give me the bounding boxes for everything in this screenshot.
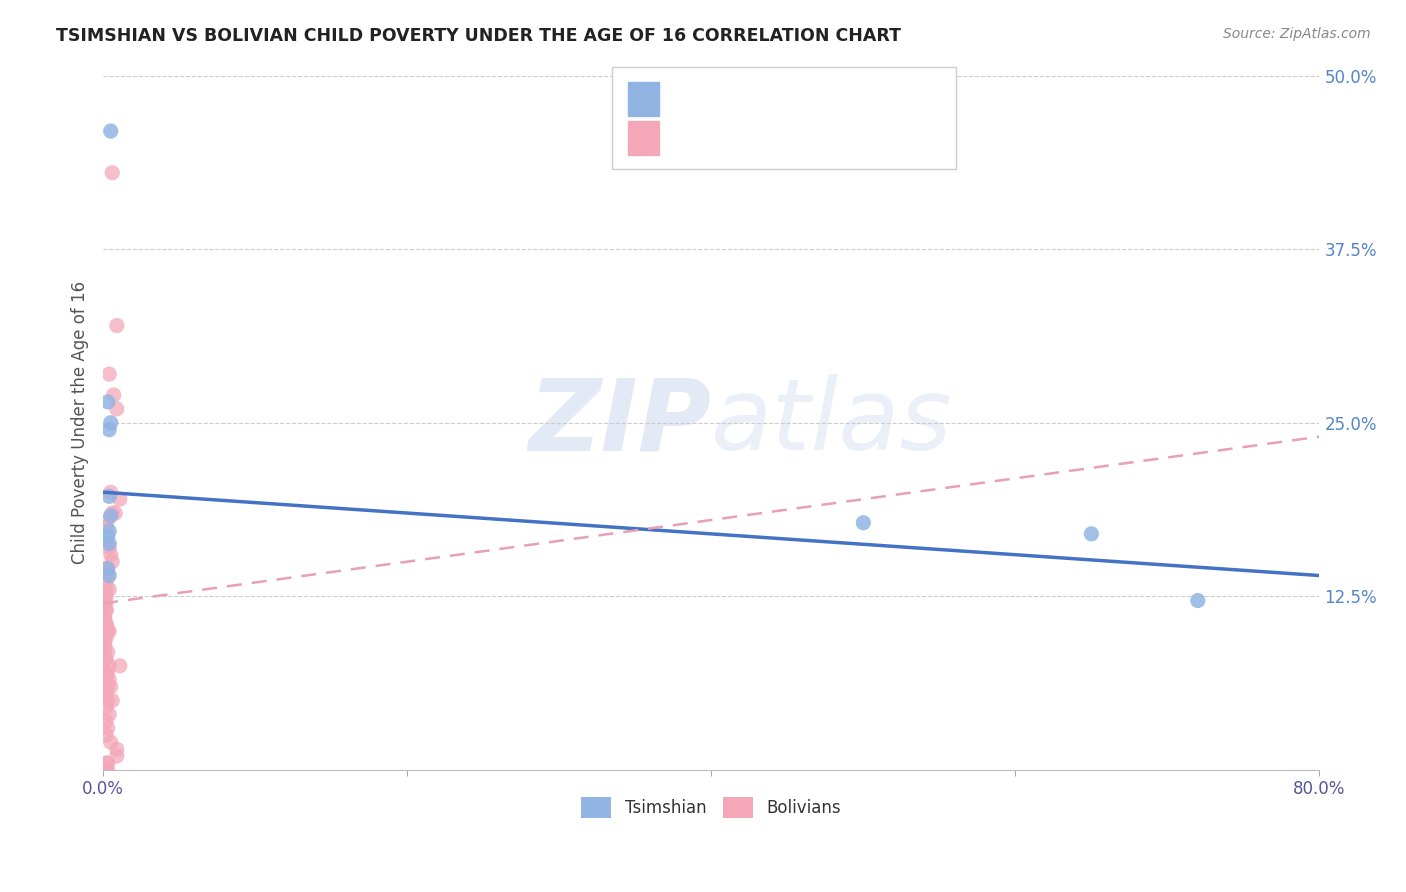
Point: [97, 561, 120, 575]
Point: [96, 763, 118, 777]
Text: TSIMSHIAN VS BOLIVIAN CHILD POVERTY UNDER THE AGE OF 16 CORRELATION CHART: TSIMSHIAN VS BOLIVIAN CHILD POVERTY UNDE…: [56, 27, 901, 45]
Point: [93, 687, 115, 701]
Point: [98, 541, 121, 555]
Point: [108, 658, 131, 673]
Point: [93, 638, 115, 652]
Point: [96, 700, 118, 714]
Point: [98, 582, 121, 597]
Point: [93, 624, 115, 639]
Point: [100, 124, 122, 138]
Point: [93, 610, 115, 624]
Point: [96, 714, 118, 729]
Point: [97, 624, 120, 639]
Point: [97, 513, 120, 527]
Point: [96, 728, 118, 742]
Point: [98, 658, 121, 673]
Point: [100, 548, 122, 562]
Point: [97, 756, 120, 770]
Point: [96, 520, 118, 534]
Point: [98, 624, 121, 639]
Point: [98, 536, 121, 550]
Point: [96, 603, 118, 617]
Point: [93, 652, 115, 666]
Point: [93, 610, 115, 624]
Point: [97, 680, 120, 694]
Point: [93, 631, 115, 645]
Point: [101, 166, 124, 180]
Point: [97, 395, 120, 409]
Point: [96, 617, 118, 632]
Point: [96, 596, 118, 610]
Point: [97, 763, 120, 777]
Point: [1187, 593, 1209, 607]
Point: [93, 763, 115, 777]
Text: Source: ZipAtlas.com: Source: ZipAtlas.com: [1223, 27, 1371, 41]
Point: [96, 756, 118, 770]
Point: [98, 489, 121, 503]
Text: ZIP: ZIP: [529, 375, 711, 471]
Point: [105, 401, 128, 416]
Point: [97, 693, 120, 707]
Point: [96, 617, 118, 632]
Point: [103, 388, 125, 402]
Point: [105, 742, 128, 756]
Text: atlas: atlas: [711, 375, 953, 471]
Point: [100, 508, 122, 523]
Y-axis label: Child Poverty Under the Age of 16: Child Poverty Under the Age of 16: [72, 281, 89, 565]
Point: [100, 680, 122, 694]
Point: [98, 423, 121, 437]
Point: [105, 749, 128, 764]
Text: R =  0.043   N = 74: R = 0.043 N = 74: [673, 129, 849, 147]
Point: [93, 590, 115, 604]
Point: [1080, 527, 1102, 541]
Point: [93, 638, 115, 652]
Point: [96, 603, 118, 617]
Point: [97, 665, 120, 680]
Point: [101, 693, 124, 707]
Point: [98, 367, 121, 381]
Legend: Tsimshian, Bolivians: Tsimshian, Bolivians: [575, 790, 848, 824]
Text: R = -0.207   N = 14: R = -0.207 N = 14: [673, 90, 851, 108]
Point: [100, 485, 122, 500]
Point: [105, 318, 128, 333]
Point: [98, 568, 121, 582]
Point: [100, 735, 122, 749]
Point: [101, 555, 124, 569]
Point: [97, 645, 120, 659]
Point: [101, 506, 124, 520]
Point: [97, 561, 120, 575]
Point: [97, 722, 120, 736]
Point: [96, 763, 118, 777]
Point: [96, 763, 118, 777]
Point: [104, 506, 127, 520]
Point: [97, 530, 120, 544]
Point: [96, 763, 118, 777]
Point: [96, 673, 118, 687]
Point: [96, 561, 118, 575]
Point: [96, 631, 118, 645]
Point: [96, 652, 118, 666]
Point: [98, 524, 121, 538]
Point: [96, 582, 118, 597]
Point: [98, 673, 121, 687]
Point: [93, 645, 115, 659]
Point: [93, 763, 115, 777]
Point: [96, 590, 118, 604]
Point: [98, 707, 121, 722]
Point: [93, 596, 115, 610]
Point: [97, 624, 120, 639]
Point: [96, 575, 118, 590]
Point: [108, 492, 131, 507]
Point: [852, 516, 875, 530]
Point: [97, 568, 120, 582]
Point: [96, 763, 118, 777]
Point: [96, 533, 118, 548]
Point: [96, 665, 118, 680]
Point: [100, 416, 122, 430]
Point: [96, 687, 118, 701]
Point: [93, 652, 115, 666]
